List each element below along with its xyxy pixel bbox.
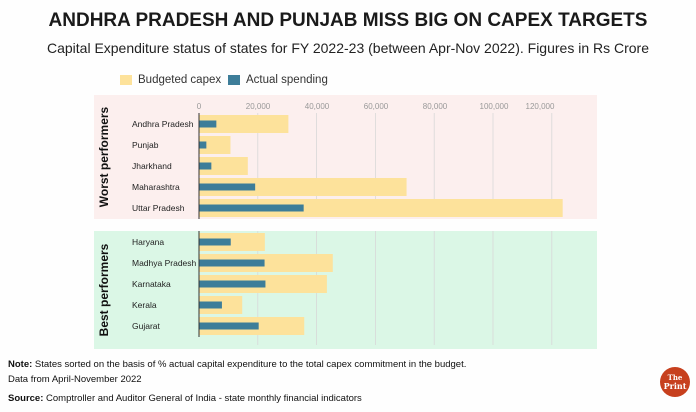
legend-label-actual: Actual spending xyxy=(246,74,328,86)
x-tick-label: 0 xyxy=(197,102,202,111)
logo-line2: Print xyxy=(663,381,687,391)
legend-swatch-budgeted xyxy=(120,75,132,85)
note-text: States sorted on the basis of % actual c… xyxy=(34,359,467,370)
bar-actual xyxy=(199,280,266,288)
legend-item-budgeted: Budgeted capex xyxy=(120,74,221,86)
category-label: Maharashtra xyxy=(132,182,180,192)
panel-worst xyxy=(94,95,597,219)
bar-budgeted xyxy=(199,199,563,217)
bar-budgeted xyxy=(199,233,265,251)
chart-title: ANDHRA PRADESH AND PUNJAB MISS BIG ON CA… xyxy=(48,10,648,31)
category-label: Kerala xyxy=(132,300,157,310)
source-text: Comptroller and Auditor General of India… xyxy=(46,393,362,404)
logo-line1: The xyxy=(667,373,683,382)
x-tick-label: 120,000 xyxy=(526,102,555,111)
note-label: Note: xyxy=(8,359,33,370)
bar-actual xyxy=(199,259,265,267)
x-tick-label: 100,000 xyxy=(480,102,509,111)
x-tick-label: 20,000 xyxy=(246,102,271,111)
note: Note: States sorted on the basis of % ac… xyxy=(8,359,466,371)
bar-budgeted xyxy=(199,136,231,154)
category-label: Gujarat xyxy=(132,321,161,331)
legend-swatch-actual xyxy=(228,75,240,85)
bar-budgeted xyxy=(199,178,407,196)
category-label: Andhra Pradesh xyxy=(132,119,194,129)
bar-budgeted xyxy=(199,115,289,133)
category-label: Punjab xyxy=(132,140,159,150)
group-label: Best performers xyxy=(97,243,111,336)
source-label: Source: xyxy=(8,393,44,404)
bar-actual xyxy=(199,183,256,191)
legend-label-budgeted: Budgeted capex xyxy=(138,74,222,86)
bar-budgeted xyxy=(199,254,333,272)
panel-best xyxy=(94,231,597,349)
bar-actual xyxy=(199,162,212,170)
bar-actual xyxy=(199,301,222,309)
category-label: Jharkhand xyxy=(132,161,172,171)
category-label: Madhya Pradesh xyxy=(132,258,197,268)
x-tick-label: 40,000 xyxy=(305,102,330,111)
chart-subtitle: Capital Expenditure status of states for… xyxy=(46,40,650,56)
group-label: Worst performers xyxy=(97,106,111,207)
x-tick-label: 80,000 xyxy=(423,102,448,111)
bar-actual xyxy=(199,322,259,330)
bar-actual xyxy=(199,204,304,212)
bar-actual xyxy=(199,120,217,128)
bar-actual xyxy=(199,141,207,149)
source: Source: Comptroller and Auditor General … xyxy=(8,393,362,405)
data-range-note: Data from April-November 2022 xyxy=(8,374,142,385)
bar-actual xyxy=(199,238,231,246)
category-label: Karnataka xyxy=(132,279,171,289)
category-label: Haryana xyxy=(132,237,164,247)
bar-budgeted xyxy=(199,157,248,175)
legend-item-actual: Actual spending xyxy=(228,74,328,86)
x-tick-label: 60,000 xyxy=(364,102,389,111)
category-label: Uttar Pradesh xyxy=(132,203,185,213)
theprint-logo: The Print xyxy=(660,367,690,397)
